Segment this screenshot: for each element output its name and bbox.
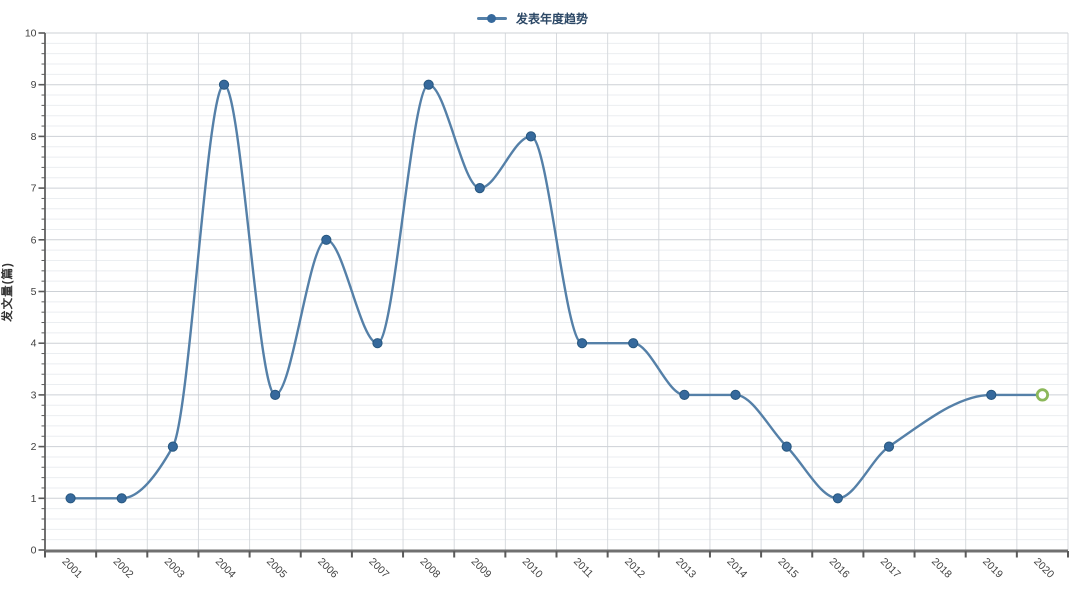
- svg-text:7: 7: [31, 183, 37, 195]
- data-point-2003[interactable]: [167, 441, 178, 452]
- svg-text:3: 3: [31, 389, 37, 401]
- data-point-2017[interactable]: [883, 441, 895, 452]
- svg-text:2008: 2008: [418, 556, 443, 581]
- svg-text:2007: 2007: [366, 556, 391, 581]
- y-axis-title: 发文量(篇): [0, 262, 14, 323]
- legend-item-trend[interactable]: 发表年度趋势: [477, 10, 588, 27]
- svg-text:2018: 2018: [929, 556, 954, 581]
- svg-text:2016: 2016: [827, 556, 852, 581]
- svg-text:2011: 2011: [571, 556, 596, 581]
- svg-text:2017: 2017: [878, 556, 903, 581]
- data-point-2011[interactable]: [576, 338, 588, 349]
- y-axis-ticks: [38, 32, 45, 551]
- svg-text:2014: 2014: [724, 556, 749, 581]
- svg-text:2002: 2002: [111, 556, 136, 581]
- data-point-2008[interactable]: [423, 79, 434, 90]
- data-point-2020[interactable]: [1035, 388, 1050, 402]
- svg-text:2019: 2019: [980, 556, 1005, 581]
- svg-text:6: 6: [31, 234, 37, 246]
- legend-label: 发表年度趋势: [516, 12, 589, 26]
- svg-text:2015: 2015: [776, 556, 801, 581]
- data-point-2014[interactable]: [730, 389, 741, 400]
- svg-text:1: 1: [31, 493, 37, 505]
- grid-major-horizontal: [45, 32, 1068, 499]
- data-point-2010[interactable]: [525, 131, 537, 142]
- svg-text:10: 10: [25, 28, 37, 40]
- data-point-2019[interactable]: [986, 389, 997, 400]
- svg-text:0: 0: [31, 545, 37, 557]
- data-point-2002[interactable]: [116, 493, 127, 504]
- data-point-2007[interactable]: [372, 338, 383, 349]
- x-axis-ticks: [44, 551, 1069, 558]
- svg-text:2005: 2005: [264, 556, 289, 581]
- data-point-2005[interactable]: [270, 389, 281, 400]
- svg-text:2009: 2009: [469, 556, 494, 581]
- svg-text:2013: 2013: [673, 556, 698, 581]
- svg-text:2003: 2003: [162, 556, 187, 581]
- data-point-2013[interactable]: [679, 389, 690, 400]
- svg-text:8: 8: [31, 131, 37, 143]
- svg-text:2010: 2010: [520, 556, 545, 581]
- legend-line-marker-icon: [477, 14, 507, 23]
- data-point-2001[interactable]: [65, 493, 76, 504]
- svg-text:5: 5: [31, 286, 37, 298]
- data-point-2016[interactable]: [832, 493, 843, 504]
- y-axis-labels: 0 1 2 3 4 5 6 7 8 9 10: [25, 28, 37, 557]
- svg-text:9: 9: [31, 79, 37, 91]
- svg-text:2: 2: [31, 441, 37, 453]
- data-points: [65, 79, 1050, 504]
- svg-text:4: 4: [31, 338, 37, 350]
- data-point-2015[interactable]: [781, 441, 792, 452]
- svg-text:2006: 2006: [315, 556, 340, 581]
- svg-text:2004: 2004: [213, 556, 238, 581]
- data-point-2004[interactable]: [218, 79, 230, 90]
- data-point-2009[interactable]: [474, 183, 485, 194]
- data-point-2012[interactable]: [628, 338, 639, 349]
- svg-text:2020: 2020: [1031, 556, 1056, 581]
- x-axis-labels: 2001 2002 2003 2004 2005 2006 2007 2008 2009 2010…: [59, 556, 1056, 581]
- data-point-2006[interactable]: [321, 234, 332, 245]
- svg-text:2012: 2012: [622, 556, 647, 581]
- svg-text:2001: 2001: [59, 556, 84, 581]
